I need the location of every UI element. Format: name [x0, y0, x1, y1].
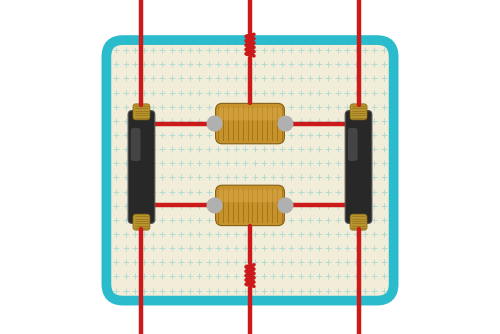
Circle shape	[278, 198, 293, 213]
FancyBboxPatch shape	[350, 104, 367, 120]
Circle shape	[278, 116, 293, 131]
Circle shape	[207, 198, 222, 213]
FancyBboxPatch shape	[128, 111, 155, 223]
FancyBboxPatch shape	[216, 104, 284, 144]
FancyBboxPatch shape	[131, 128, 140, 161]
FancyBboxPatch shape	[348, 128, 358, 161]
FancyBboxPatch shape	[133, 104, 150, 120]
FancyBboxPatch shape	[218, 108, 282, 121]
FancyBboxPatch shape	[216, 185, 284, 226]
FancyBboxPatch shape	[350, 214, 367, 230]
Circle shape	[207, 116, 222, 131]
FancyBboxPatch shape	[345, 111, 372, 223]
FancyBboxPatch shape	[106, 40, 394, 301]
FancyBboxPatch shape	[218, 189, 282, 202]
FancyBboxPatch shape	[133, 214, 150, 230]
